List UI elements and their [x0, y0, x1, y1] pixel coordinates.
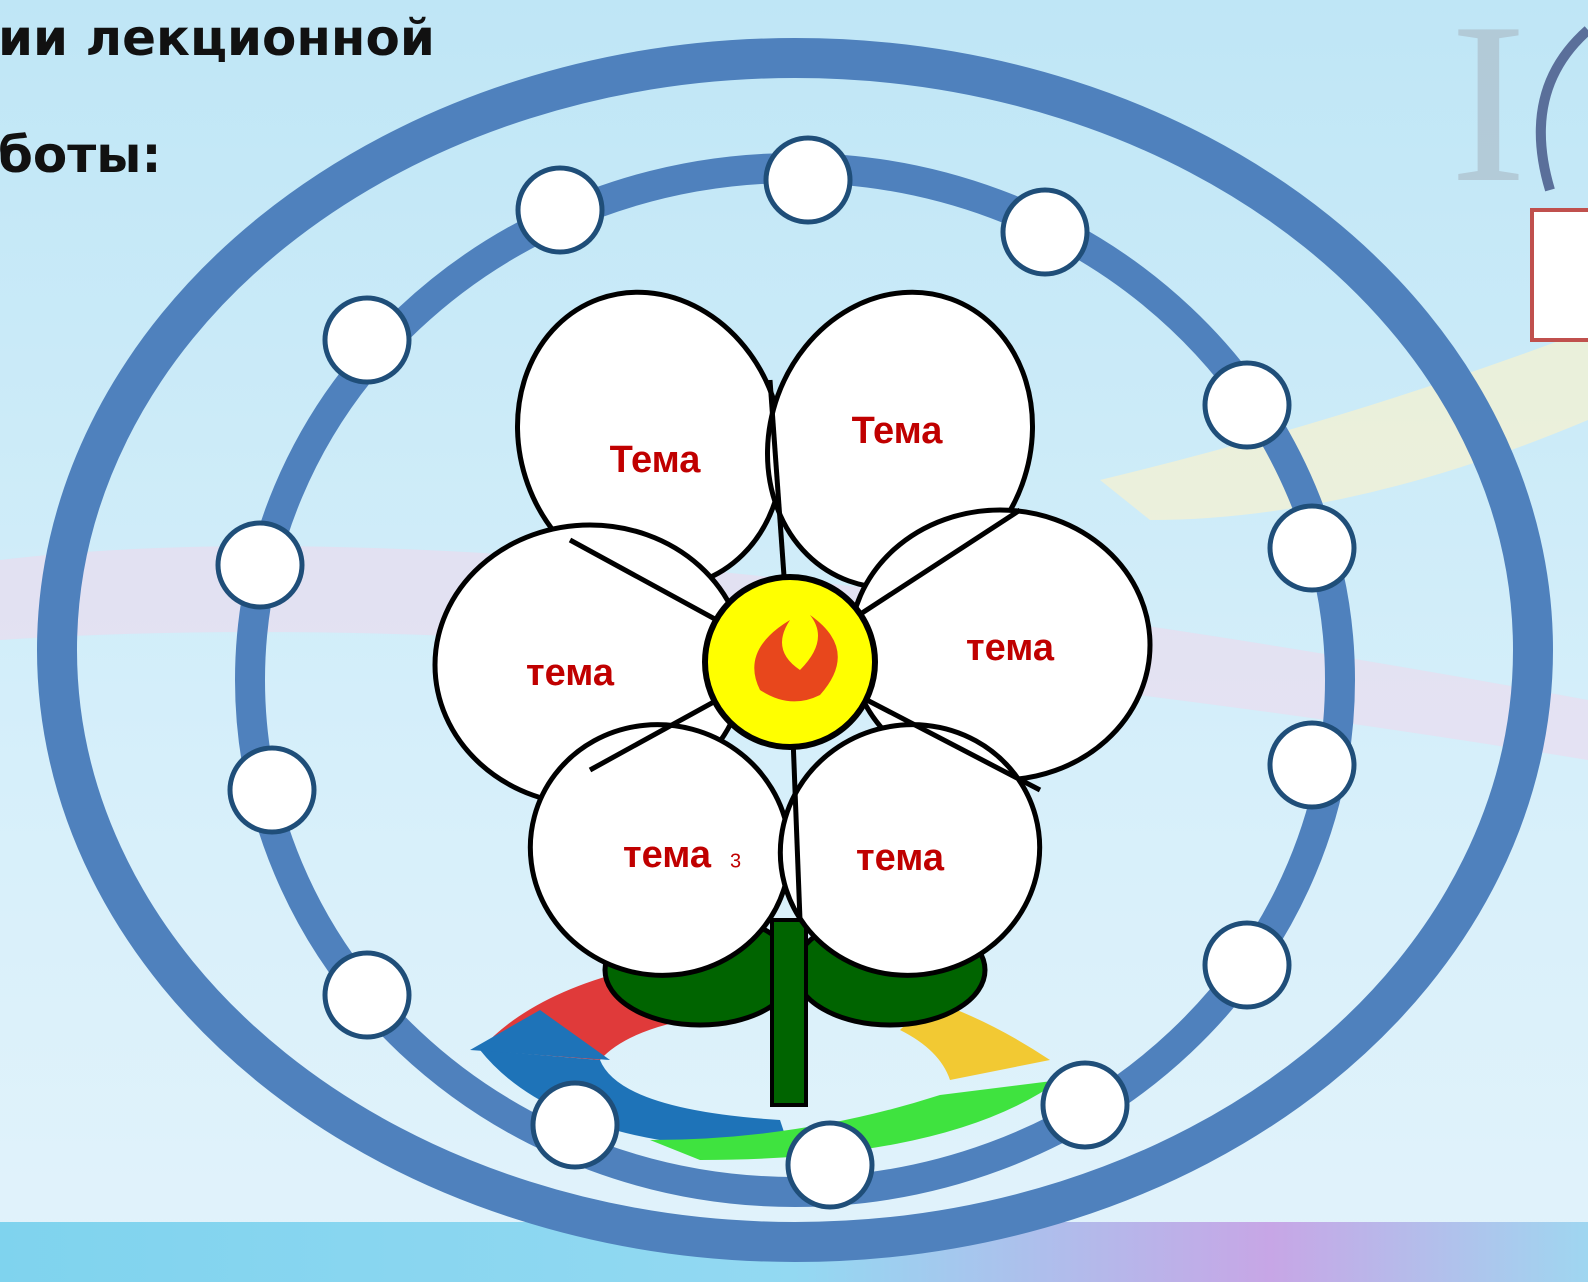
- petal-label: тема: [526, 652, 615, 694]
- logo: I: [1450, 0, 1527, 230]
- petal-label: тема: [966, 627, 1055, 669]
- title-line: боты:: [0, 126, 161, 184]
- petal-label: Тема: [852, 410, 944, 452]
- petal-label: Тема: [610, 439, 702, 481]
- petal-label: тема: [623, 834, 712, 876]
- title-line: ии лекционной: [0, 9, 435, 67]
- slide: I ии лекционной боты: Тема Тема тема тем: [0, 0, 1588, 1282]
- petal-label: тема: [856, 837, 945, 879]
- logo-box: [1532, 210, 1588, 340]
- petal-note: 3: [730, 850, 741, 872]
